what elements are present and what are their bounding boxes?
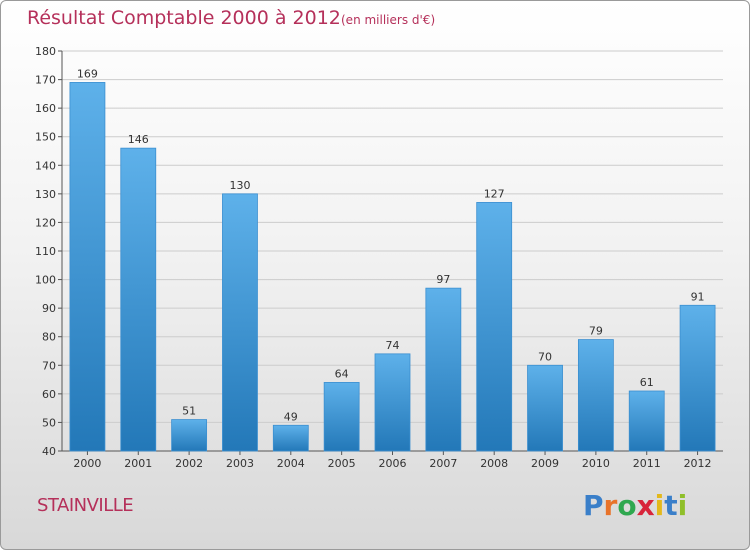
- x-tick-label-2006: 2006: [379, 457, 407, 470]
- bar-2008: [476, 202, 513, 452]
- value-label-2008: 127: [484, 187, 505, 200]
- logo-letter: o: [617, 489, 637, 522]
- commune-name: STAINVILLE: [37, 495, 134, 516]
- y-tick-label: 80: [42, 331, 56, 344]
- y-tick-label: 100: [35, 274, 56, 287]
- logo-letter: P: [583, 489, 604, 522]
- value-label-2004: 49: [284, 410, 298, 423]
- value-label-2001: 146: [128, 133, 149, 146]
- bar-2005: [323, 382, 360, 452]
- value-label-2011: 61: [640, 376, 654, 389]
- x-tick-label-2007: 2007: [429, 457, 457, 470]
- value-label-2009: 70: [538, 350, 552, 363]
- value-label-2012: 91: [691, 290, 705, 303]
- value-label-2002: 51: [182, 405, 196, 418]
- y-tick-label: 160: [35, 102, 56, 115]
- value-label-2000: 169: [77, 67, 98, 80]
- x-tick-label-2001: 2001: [124, 457, 152, 470]
- y-tick-label: 180: [35, 45, 56, 58]
- y-tick-label: 170: [35, 74, 56, 87]
- y-tick-label: 150: [35, 131, 56, 144]
- y-tick-label: 120: [35, 216, 56, 229]
- labels: 169 2000 146 2001 51 2002 130 2003 49 2004 64 2005 7…: [73, 67, 711, 470]
- proxiti-logo[interactable]: Proxiti: [583, 489, 687, 522]
- x-tick-label-2003: 2003: [226, 457, 254, 470]
- y-tick-label: 90: [42, 302, 56, 315]
- x-tick-label-2012: 2012: [684, 457, 712, 470]
- logo-letter: i: [677, 489, 688, 522]
- x-tick-label-2010: 2010: [582, 457, 610, 470]
- bar-2007: [425, 287, 462, 452]
- value-label-2005: 64: [335, 367, 349, 380]
- value-label-2007: 97: [436, 273, 450, 286]
- x-tick-label-2000: 2000: [73, 457, 101, 470]
- value-label-2003: 130: [229, 179, 250, 192]
- logo-letter: x: [636, 489, 655, 522]
- value-label-2006: 74: [386, 339, 400, 352]
- chart-subtitle: (en milliers d'€): [341, 13, 436, 27]
- y-tick-label: 60: [42, 388, 56, 401]
- x-tick-label-2009: 2009: [531, 457, 559, 470]
- y-tick-label: 130: [35, 188, 56, 201]
- bar-2003: [222, 193, 258, 452]
- bar-2012: [679, 304, 716, 452]
- y-tick-label: 70: [42, 359, 56, 372]
- bar-2004: [272, 424, 309, 452]
- x-tick-label-2004: 2004: [277, 457, 305, 470]
- x-tick-label-2005: 2005: [328, 457, 356, 470]
- logo-letter: t: [664, 489, 678, 522]
- y-tick-label: 40: [42, 445, 56, 458]
- y-tick-label: 110: [35, 245, 56, 258]
- bar-2001: [120, 147, 157, 452]
- bar-2006: [374, 353, 411, 452]
- logo-letter: i: [654, 489, 665, 522]
- logo-letter: r: [603, 489, 618, 522]
- bar-2000: [69, 82, 106, 452]
- bar-2002: [171, 419, 208, 452]
- value-label-2010: 79: [589, 325, 603, 338]
- bars: [69, 82, 716, 452]
- y-tick-label: 50: [42, 416, 56, 429]
- x-tick-label-2011: 2011: [633, 457, 661, 470]
- y-tick-label: 140: [35, 159, 56, 172]
- bar-2009: [527, 364, 563, 452]
- x-tick-label-2002: 2002: [175, 457, 203, 470]
- bar-2011: [628, 390, 665, 452]
- bar-2010: [577, 339, 614, 452]
- chart-title: Résultat Comptable 2000 à 2012: [27, 7, 341, 29]
- x-tick-label-2008: 2008: [480, 457, 508, 470]
